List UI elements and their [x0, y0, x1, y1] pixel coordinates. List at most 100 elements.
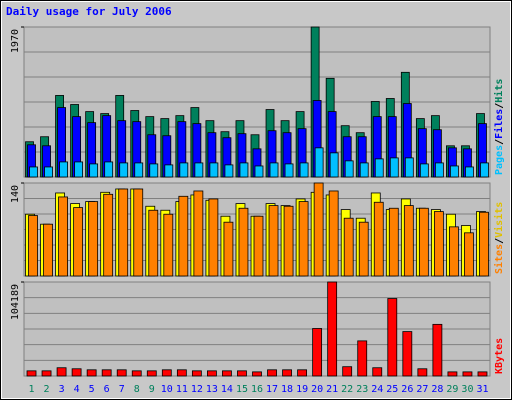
legend-entry: KBytes — [494, 338, 505, 374]
bar — [312, 328, 323, 377]
bar — [164, 164, 174, 178]
x-tick-label: 23 — [356, 384, 368, 395]
bar — [191, 370, 202, 377]
bar — [387, 298, 398, 377]
bar — [161, 369, 172, 377]
bar — [222, 370, 232, 377]
x-tick-label: 31 — [476, 384, 488, 395]
bar — [131, 370, 142, 377]
bar — [146, 370, 157, 377]
x-tick-label: 14 — [221, 384, 233, 395]
bar — [73, 207, 84, 277]
legend-entry: Visits — [493, 202, 505, 238]
bar — [254, 165, 264, 178]
x-tick-label: 2 — [44, 384, 50, 395]
bar — [343, 217, 354, 277]
bar — [29, 166, 38, 178]
bar — [477, 371, 488, 377]
x-tick-label: 29 — [446, 384, 458, 395]
bar — [373, 201, 384, 277]
bar — [133, 188, 144, 277]
bar — [88, 201, 99, 277]
x-tick-label: 7 — [119, 384, 125, 395]
bar — [298, 201, 309, 277]
bar — [404, 157, 414, 178]
bar — [103, 193, 114, 277]
bar — [207, 370, 217, 377]
x-tick-label: 24 — [371, 384, 383, 395]
x-tick-label: 11 — [176, 384, 188, 395]
x-tick-label: 8 — [134, 384, 140, 395]
bar — [342, 366, 353, 377]
bar — [59, 161, 68, 178]
bar — [328, 190, 339, 277]
y-tick-label: 104189 — [10, 284, 21, 320]
bar — [269, 162, 279, 178]
bar — [389, 157, 399, 178]
bar — [327, 281, 338, 377]
bar — [433, 211, 444, 277]
x-tick-label: 20 — [311, 384, 323, 395]
legend: Sites/Visits — [493, 202, 505, 274]
x-tick-label: 22 — [341, 384, 353, 395]
bar — [465, 166, 474, 178]
legend-separator: / — [494, 103, 505, 109]
bar — [176, 369, 187, 377]
bar — [479, 211, 489, 277]
legend-entry: Files — [493, 109, 505, 139]
bar — [402, 331, 413, 377]
bar — [116, 369, 127, 377]
x-tick-label: 4 — [74, 384, 80, 395]
x-tick-label: 27 — [416, 384, 428, 395]
bar — [237, 370, 247, 377]
bar — [101, 369, 112, 377]
bar — [450, 165, 459, 178]
bar — [314, 147, 324, 178]
bar — [223, 221, 234, 277]
bar — [359, 162, 369, 178]
bar — [480, 162, 489, 178]
bar — [403, 205, 414, 277]
x-tick-label: 15 — [236, 384, 248, 395]
bar — [374, 158, 384, 178]
y-tick-label: 140 — [10, 185, 21, 203]
bar — [89, 163, 99, 178]
bar — [372, 367, 383, 377]
bar — [268, 205, 279, 277]
bar — [58, 196, 68, 277]
bar — [179, 162, 189, 178]
bar — [418, 207, 429, 277]
x-tick-label: 6 — [104, 384, 110, 395]
bar — [119, 162, 129, 178]
legend: Pages/Files/Hits — [493, 79, 505, 175]
legend-separator: / — [494, 139, 505, 145]
x-tick-label: 25 — [386, 384, 398, 395]
x-tick-label: 26 — [401, 384, 413, 395]
bar — [71, 368, 82, 377]
bar — [209, 162, 219, 178]
bar — [194, 162, 204, 178]
chart-title: Daily usage for July 2006 — [6, 5, 172, 18]
bar — [104, 161, 114, 178]
legend-separator: / — [494, 238, 505, 244]
x-tick-label: 19 — [296, 384, 308, 395]
x-tick-label: 10 — [161, 384, 173, 395]
bar — [26, 370, 37, 377]
bar — [447, 371, 458, 377]
bar — [238, 207, 249, 277]
x-tick-label: 5 — [89, 384, 95, 395]
x-tick-label: 12 — [191, 384, 203, 395]
x-tick-label: 30 — [461, 384, 473, 395]
bar — [118, 188, 129, 277]
bar — [134, 162, 144, 178]
bar — [299, 162, 309, 178]
y-tick-label: 1970 — [10, 29, 21, 53]
bar — [148, 209, 159, 277]
bar — [388, 207, 399, 277]
bar — [434, 162, 444, 178]
legend-entry: Sites — [493, 244, 505, 274]
x-tick-label: 13 — [206, 384, 218, 395]
bar — [86, 369, 97, 377]
